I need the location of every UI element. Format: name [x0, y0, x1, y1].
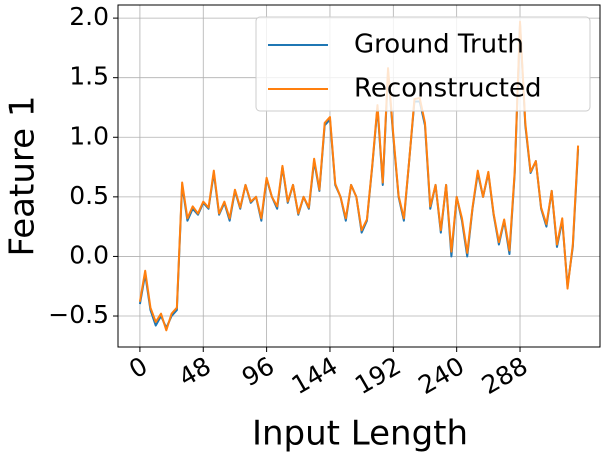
x-tick-label: 288: [477, 351, 533, 400]
plot-frame: [117, 4, 601, 348]
data-line: [138, 20, 580, 332]
legend-box: [255, 16, 591, 112]
x-tick-label: 48: [174, 351, 216, 392]
x-tick-label: 240: [413, 351, 469, 400]
x-tick-label: 144: [287, 351, 343, 400]
y-tick-label: 0.0: [69, 240, 109, 269]
y-tick-label: −0.5: [48, 300, 109, 329]
y-tick-label: 1.5: [69, 62, 109, 91]
x-axis-label: Input Length: [252, 414, 468, 454]
legend-label: Reconstructed: [354, 74, 541, 104]
y-tick-label: 2.0: [69, 2, 109, 31]
x-tick-label: 192: [350, 351, 406, 400]
x-tick-label: 0: [124, 351, 152, 384]
y-tick-label: 1.0: [69, 121, 109, 150]
legend-label: Ground Truth: [354, 30, 524, 60]
x-tick-label: 96: [237, 351, 279, 392]
y-axis-label: Feature 1: [3, 96, 43, 257]
y-tick-label: 0.5: [69, 181, 109, 210]
